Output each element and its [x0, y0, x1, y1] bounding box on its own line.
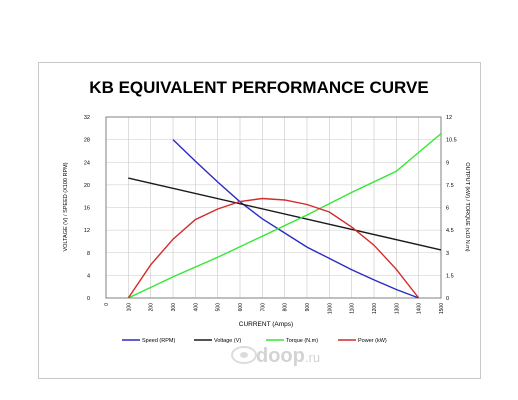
y-tick-label-left: 12: [84, 228, 90, 234]
y-tick-label-left: 16: [84, 206, 90, 212]
x-tick-label: 500: [216, 303, 222, 312]
x-tick-label: 1300: [394, 303, 400, 314]
watermark-text: doop.ru: [256, 345, 320, 367]
legend: Speed (RPM) Voltage (V) Torque (N.m) Power …: [122, 338, 387, 344]
grid: [106, 117, 441, 298]
x-tick-label: 900: [305, 303, 311, 312]
watermark-domain: .ru: [305, 350, 320, 365]
x-tick-label: 100: [126, 303, 132, 312]
y-tick-label-left: 8: [87, 251, 90, 257]
y-tick-label-left: 24: [84, 160, 90, 166]
x-tick-label: 0: [104, 303, 110, 306]
chart-title: KB EQUIVALENT PERFORMANCE CURVE: [89, 78, 428, 97]
x-tick-label: 1000: [327, 303, 333, 314]
y-tick-label-left: 28: [84, 138, 90, 144]
x-tick-label: 400: [193, 303, 199, 312]
x-tick-label: 700: [260, 303, 266, 312]
x-tick-label: 300: [171, 303, 177, 312]
x-tick-label: 1100: [350, 303, 356, 314]
y-tick-label-right: 4.5: [446, 228, 454, 234]
watermark-logo-mark: [231, 346, 257, 364]
y-tick-label-left: 0: [87, 296, 90, 302]
y-tick-label-left: 4: [87, 273, 90, 279]
x-tick-label: 600: [238, 303, 244, 312]
y-tick-label-right: 12: [446, 115, 452, 121]
y-tick-label-left: 20: [84, 183, 90, 189]
legend-label-voltage-v: Voltage (V): [214, 338, 241, 344]
watermark-logo-dot: [240, 352, 248, 358]
y-tick-label-right: 0: [446, 296, 449, 302]
x-tick-label: 1500: [439, 303, 445, 314]
legend-label-speed-rpm: Speed (RPM): [142, 338, 175, 344]
y-tick-label-right: 1.5: [446, 273, 454, 279]
y-tick-label-right: 7.5: [446, 183, 454, 189]
x-tick-label: 1200: [372, 303, 378, 314]
series-line-speed-rpm: [172, 139, 419, 299]
y-tick-label-right: 10.5: [446, 138, 457, 144]
legend-label-torque-n-m: Torque (N.m): [286, 338, 318, 344]
y-tick-label-right: 3: [446, 251, 449, 257]
y-tick-label-right: 6: [446, 206, 449, 212]
axis-ticks: 0 100 200 300 400 500 600 700 800 900 1000 1100 1200…: [84, 115, 457, 314]
plot-area: [105, 116, 442, 299]
watermark-logo: [231, 346, 257, 364]
y-axis-label-right: OUTPUT (kW) / TORQUE (x10 N.m): [464, 162, 470, 251]
series-line-torque-n-m: [128, 133, 442, 299]
x-tick-label: 1400: [417, 303, 423, 314]
series-line-power-kw: [127, 197, 420, 299]
y-tick-label-right: 9: [446, 160, 449, 166]
x-tick-label: 200: [149, 303, 155, 312]
series-line-voltage-v: [128, 177, 442, 251]
chart-frame: [38, 62, 481, 379]
y-tick-label-left: 32: [84, 115, 90, 121]
y-axis-label-left: VOLTAGE (V) / SPEED (X100 RPM): [63, 162, 69, 251]
series: [127, 133, 442, 299]
x-tick-label: 800: [283, 303, 289, 312]
legend-label-power-kw: Power (kW): [358, 338, 387, 344]
x-axis-label: CURRENT (Amps): [239, 321, 293, 328]
